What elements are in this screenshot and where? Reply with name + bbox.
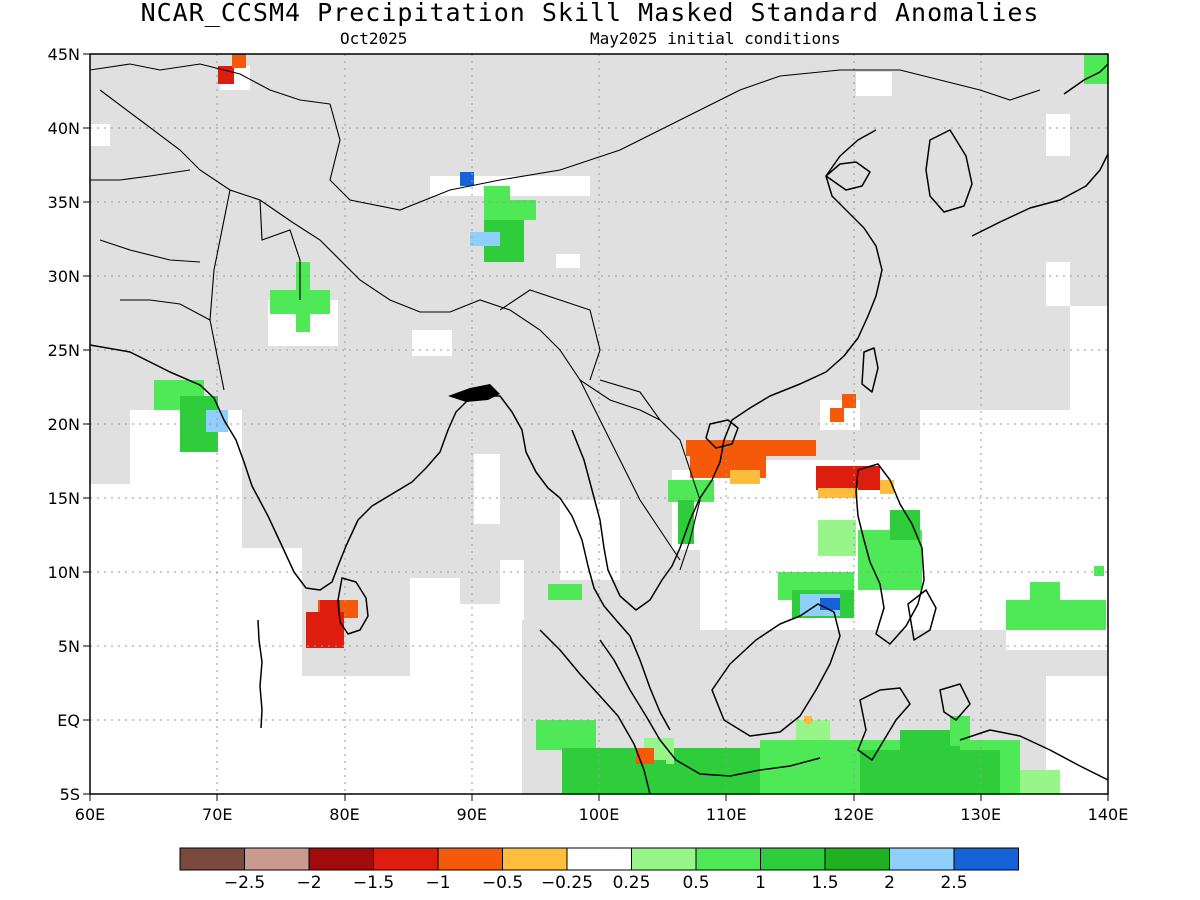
colorbar-swatch [567,848,632,870]
colorbar-swatch [954,848,1019,870]
y-tick-label: 5S [60,785,80,804]
subtitle-initial-conditions: May2025 initial conditions [590,29,840,48]
x-tick-label: 110E [706,805,747,824]
subtitle-month: Oct2025 [340,29,407,48]
y-tick-label: 5N [58,637,80,656]
x-tick-label: 90E [457,805,487,824]
y-tick-label: 20N [48,415,80,434]
colorbar-swatch [438,848,503,870]
colorbar-label: 0.5 [682,873,709,893]
colorbar-label: 0.25 [613,873,651,893]
map-title: NCAR_CCSM4 Precipitation Skill Masked St… [141,0,1040,27]
y-tick-label: 30N [48,267,80,286]
colorbar-swatch [374,848,439,870]
colorbar-swatch [825,848,890,870]
colorbar-label: −1.5 [353,873,394,893]
colorbar-swatch [632,848,697,870]
colorbar-label: −0.5 [482,873,523,893]
y-tick-label: 45N [48,45,80,64]
colorbar-label: −2 [296,873,321,893]
colorbar [180,848,1019,870]
y-tick-label: 25N [48,341,80,360]
x-tick-label: 70E [202,805,232,824]
x-tick-label: 80E [329,805,359,824]
colorbar-swatch [245,848,310,870]
map-plot-area [90,54,1110,794]
x-tick-label: 130E [960,805,1001,824]
colorbar-swatch [309,848,374,870]
colorbar-label: 1.5 [811,873,838,893]
colorbar-label: −2.5 [224,873,265,893]
colorbar-swatch [761,848,826,870]
colorbar-swatch [696,848,761,870]
colorbar-swatch [503,848,568,870]
y-axis-tick-labels: 45N 40N 35N 30N 25N 20N 15N 10N 5N EQ 5S [48,45,80,804]
y-tick-label: 10N [48,563,80,582]
colorbar-label: −0.25 [541,873,593,893]
colorbar-label: 2 [884,873,895,893]
colorbar-swatch [180,848,245,870]
colorbar-swatch [890,848,955,870]
x-tick-label: 120E [833,805,874,824]
x-tick-label: 60E [75,805,105,824]
x-tick-label: 140E [1088,805,1129,824]
x-tick-label: 100E [579,805,620,824]
colorbar-labels: −2.5 −2 −1.5 −1 −0.5 −0.25 0.25 0.5 1 1.5 2 2.5 [224,873,968,893]
colorbar-label: 2.5 [940,873,967,893]
y-tick-label: EQ [57,711,80,730]
y-tick-label: 35N [48,193,80,212]
colorbar-label: 1 [755,873,766,893]
y-tick-label: 40N [48,119,80,138]
colorbar-label: −1 [425,873,450,893]
y-tick-label: 15N [48,489,80,508]
x-axis-tick-labels: 60E 70E 80E 90E 100E 110E 120E 130E 140E [75,805,1129,824]
